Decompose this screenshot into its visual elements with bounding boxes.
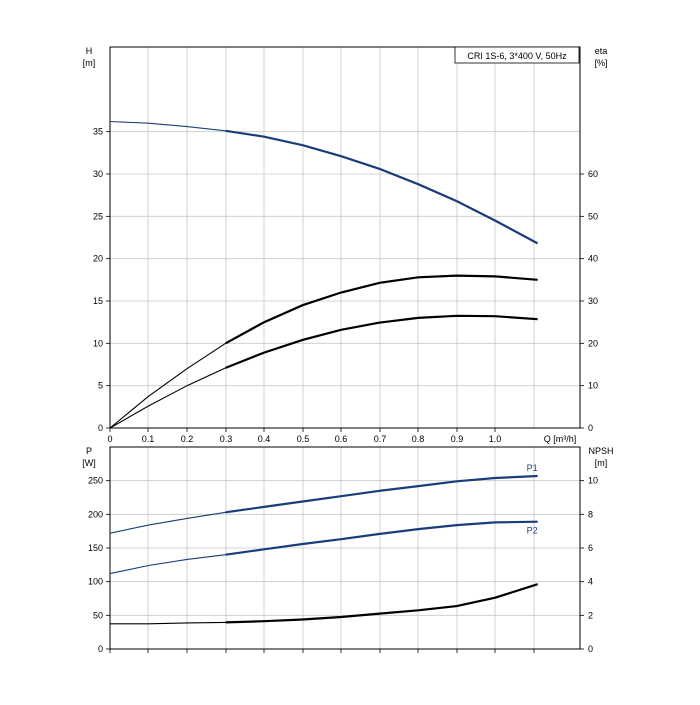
y-right-tick-label: 8	[588, 509, 593, 519]
y-right-tick-label: 4	[588, 577, 593, 587]
y-left-tick-label: 0	[98, 423, 103, 433]
y-right-tick-label: 20	[588, 338, 598, 348]
y-left-tick-label: 35	[93, 127, 103, 137]
y-left-tick-label: 5	[98, 381, 103, 391]
y-left-axis-title: P	[86, 446, 92, 456]
y-left-axis-title: H	[86, 46, 93, 56]
y-left-tick-label: 30	[93, 169, 103, 179]
top-grid	[110, 47, 580, 428]
x-tick-label: 0.7	[374, 434, 387, 444]
y-left-tick-label: 100	[88, 577, 103, 587]
bottom-panel: 0 50 100 150 200 250 0 2 4 6 8 10 P [W] NPSH [m] P1 P2	[82, 446, 613, 654]
y-left-tick-label: 10	[93, 338, 103, 348]
y-right-tick-label: 2	[588, 610, 593, 620]
top-series-0-operating-line	[226, 131, 538, 244]
y-right-tick-label: 10	[588, 381, 598, 391]
y-left-axis-unit: [m]	[83, 58, 96, 68]
y-left-tick-label: 0	[98, 644, 103, 654]
y-left-tick-label: 200	[88, 509, 103, 519]
series-label-p1: P1	[527, 463, 538, 473]
y-left-axis-unit: [W]	[82, 458, 96, 468]
y-right-tick-label: 0	[588, 644, 593, 654]
x-tick-label: 1.0	[489, 434, 502, 444]
p1-operating-line	[226, 476, 538, 512]
top-series-2-line	[110, 316, 538, 428]
x-axis-title: Q [m³/h]	[544, 434, 577, 444]
bottom-series-2-operating-line	[226, 584, 538, 622]
y-left-tick-label: 25	[93, 211, 103, 221]
y-right-tick-label: 0	[588, 423, 593, 433]
y-right-tick-label: 50	[588, 211, 598, 221]
y-left-tick-label: 50	[93, 610, 103, 620]
y-right-tick-label: 30	[588, 296, 598, 306]
x-tick-label: 0.6	[335, 434, 348, 444]
x-tick-label: 0.9	[451, 434, 464, 444]
top-panel: 0 5 10 15 20 25 30 35 0 10 20 30 40 50 60 H [m] eta [%] 0 0.…	[83, 46, 608, 444]
y-left-tick-label: 250	[88, 476, 103, 486]
y-right-axis-unit: [m]	[595, 458, 608, 468]
y-left-tick-label: 150	[88, 543, 103, 553]
y-right-tick-label: 60	[588, 169, 598, 179]
y-left-tick-label: 15	[93, 296, 103, 306]
top-series-2-operating-line	[226, 316, 538, 368]
series-label-p2: P2	[527, 526, 538, 536]
y-right-axis-unit: [%]	[594, 58, 607, 68]
x-tick-label: 0.3	[220, 434, 233, 444]
p2-operating-line	[226, 522, 538, 555]
top-frame	[110, 47, 580, 428]
y-right-axis-title: eta	[595, 46, 608, 56]
y-right-axis-title: NPSH	[588, 446, 613, 456]
x-tick-label: 0	[107, 434, 112, 444]
title-box-text: CRI 1S-6, 3*400 V, 50Hz	[467, 51, 567, 61]
y-right-tick-label: 10	[588, 476, 598, 486]
x-tick-label: 0.8	[412, 434, 425, 444]
title-box: CRI 1S-6, 3*400 V, 50Hz	[455, 47, 579, 63]
x-tick-label: 0.2	[181, 434, 194, 444]
y-right-tick-label: 40	[588, 254, 598, 264]
y-left-tick-label: 20	[93, 254, 103, 264]
x-tick-label: 0.4	[258, 434, 271, 444]
x-tick-label: 0.1	[142, 434, 155, 444]
y-right-tick-label: 6	[588, 543, 593, 553]
top-series-1-operating-line	[226, 276, 538, 344]
top-series-0-line	[110, 122, 538, 244]
x-tick-label: 0.5	[297, 434, 310, 444]
